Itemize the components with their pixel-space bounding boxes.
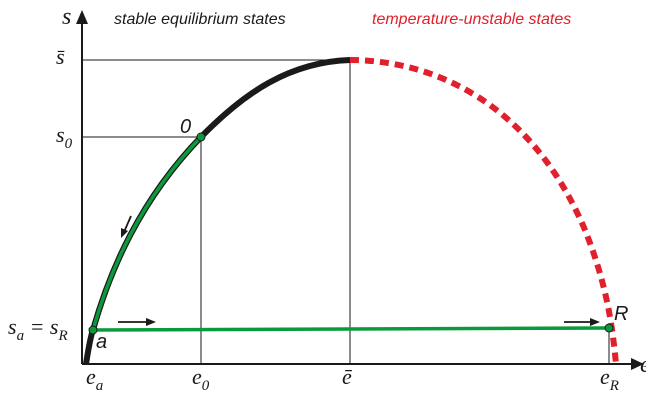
s-bar-tick-label: s̄ xyxy=(56,44,65,69)
green-curve-segment xyxy=(91,135,203,331)
down-curve-arrow-shaft xyxy=(123,215,132,233)
point-a-label: a xyxy=(96,331,107,353)
right-arrow-right-head xyxy=(590,318,600,326)
e-a-tick-label: ea xyxy=(86,364,103,394)
unstable-states-caption: temperature-unstable states xyxy=(372,11,571,28)
green-horizontal-path xyxy=(92,326,610,332)
x-axis-label: e xyxy=(640,352,646,378)
x-axis-arrowhead xyxy=(631,358,644,370)
y-axis-label: s xyxy=(62,4,71,30)
s-a-equals-s-r-tick-label: sa = sR xyxy=(8,314,68,344)
point-r-marker xyxy=(604,323,614,333)
axes xyxy=(81,20,635,365)
point-zero-marker xyxy=(196,132,206,142)
s-zero-tick-label: s0 xyxy=(56,122,73,152)
point-r-label: R xyxy=(614,303,628,325)
unstable-states-curve xyxy=(349,57,619,365)
point-zero-label: 0 xyxy=(180,116,191,138)
direction-arrows xyxy=(118,215,600,326)
stable-equilibrium-curve xyxy=(83,57,351,365)
y-axis-arrowhead xyxy=(76,10,88,24)
e-zero-tick-label: e0 xyxy=(192,364,210,394)
right-arrow-left-head xyxy=(146,318,156,326)
guide-lines xyxy=(82,59,610,364)
down-curve-arrowhead xyxy=(121,228,128,238)
stable-states-caption: stable equilibrium states xyxy=(114,11,286,28)
point-a-marker xyxy=(88,325,98,335)
e-r-tick-label: eR xyxy=(600,364,619,394)
e-bar-tick-label: ē xyxy=(342,364,353,389)
